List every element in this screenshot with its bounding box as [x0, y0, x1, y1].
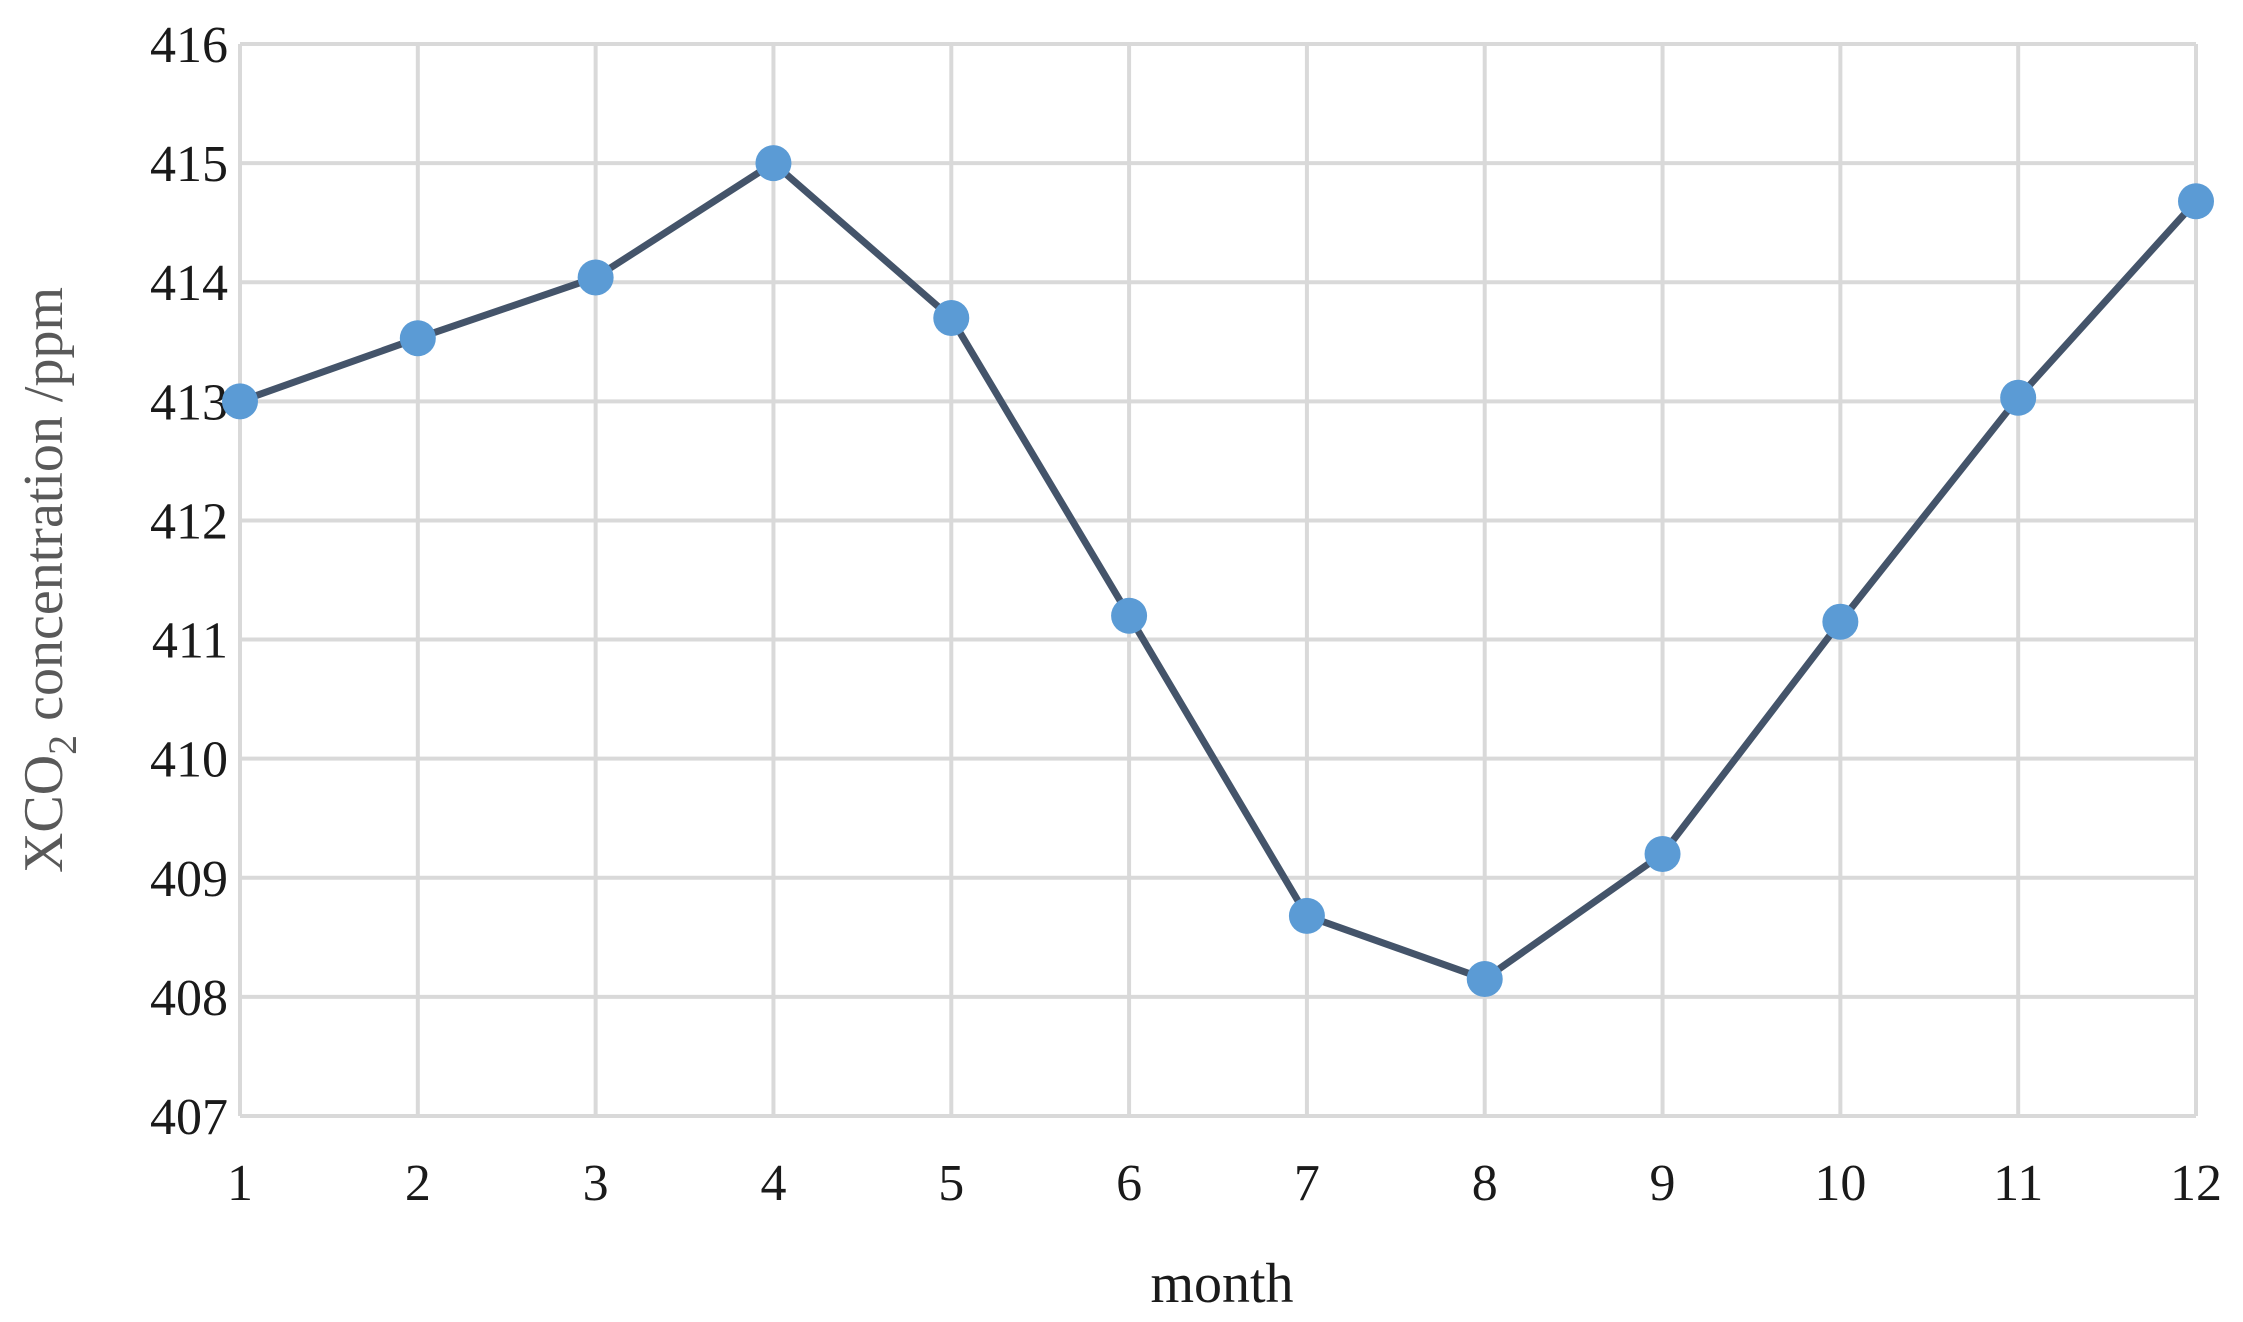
x-tick-label-12: 12	[2170, 1155, 2222, 1212]
x-tick-label-11: 11	[1993, 1155, 2043, 1212]
y-axis-title-suffix: concentration /ppm	[13, 287, 75, 735]
y-tick-label-407: 407	[150, 1089, 228, 1146]
y-axis-title-subscript: 2	[40, 735, 85, 755]
y-tick-label-410: 410	[150, 732, 228, 789]
data-point-month-12	[2178, 183, 2214, 220]
y-tick-label-409: 409	[150, 851, 228, 908]
x-tick-label-9: 9	[1650, 1155, 1676, 1212]
x-tick-label-10: 10	[1814, 1155, 1866, 1212]
data-point-month-10	[1822, 603, 1859, 640]
data-point-month-8	[1466, 961, 1503, 998]
y-tick-label-414: 414	[150, 255, 228, 312]
x-axis-title: month	[1150, 1253, 1293, 1315]
vertical-gridlines	[238, 44, 2198, 1116]
y-axis-tick-labels: 407 408 409 410 411 412 413 414 415 416	[150, 17, 228, 1146]
x-tick-label-5: 5	[938, 1155, 964, 1212]
data-point-month-1	[222, 383, 258, 420]
y-tick-label-413: 413	[150, 374, 228, 431]
series-group	[222, 145, 2214, 998]
data-point-month-7	[1288, 897, 1325, 934]
y-tick-label-416: 416	[150, 17, 228, 74]
horizontal-gridlines	[240, 42, 2196, 1118]
y-tick-label-415: 415	[150, 136, 228, 193]
y-axis-title: XCO2 concentration /ppm	[13, 287, 85, 873]
x-tick-label-6: 6	[1116, 1155, 1142, 1212]
y-tick-label-408: 408	[150, 970, 228, 1027]
x-tick-label-4: 4	[760, 1155, 786, 1212]
x-tick-label-2: 2	[405, 1155, 431, 1212]
x-axis-tick-labels: 1 2 3 4 5 6 7 8 9 10 11 12	[227, 1155, 2222, 1212]
y-tick-label-411: 411	[152, 613, 228, 670]
data-point-month-5	[933, 299, 970, 336]
y-axis-title-prefix: XCO	[13, 755, 75, 873]
data-point-month-6	[1111, 597, 1148, 634]
x-tick-label-1: 1	[227, 1155, 253, 1212]
x-tick-label-7: 7	[1294, 1155, 1320, 1212]
x-tick-label-8: 8	[1472, 1155, 1498, 1212]
series-line-0	[236, 159, 2200, 983]
data-point-month-11	[2000, 379, 2037, 416]
x-tick-label-3: 3	[583, 1155, 609, 1212]
data-point-month-4	[755, 145, 792, 182]
y-tick-label-412: 412	[150, 493, 228, 550]
data-point-month-3	[577, 259, 614, 296]
data-point-month-9	[1644, 835, 1681, 872]
data-point-month-2	[399, 320, 436, 357]
